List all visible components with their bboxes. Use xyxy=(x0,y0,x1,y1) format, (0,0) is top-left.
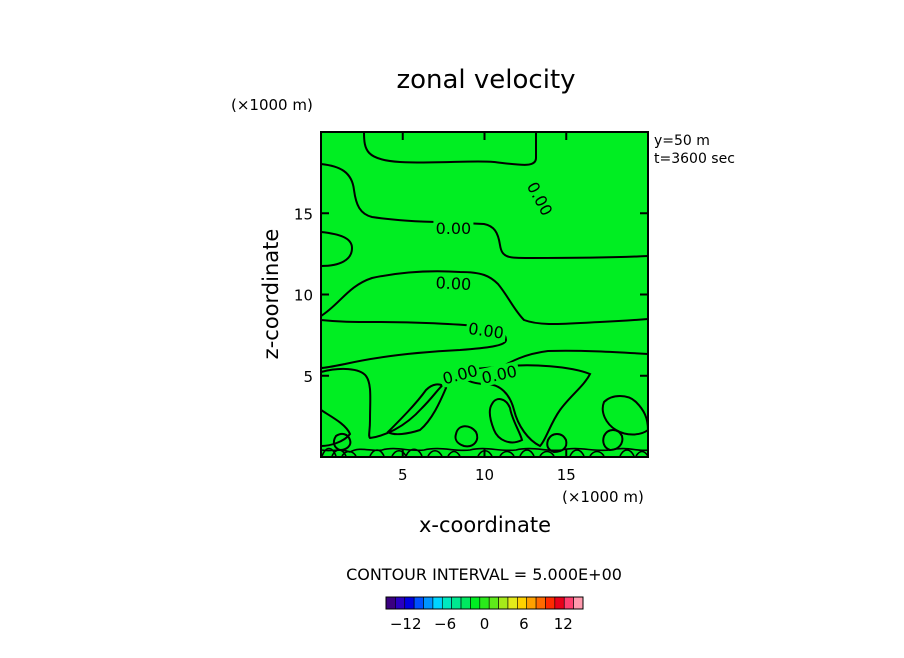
y-ticks: 5 10 15 xyxy=(294,205,648,386)
annotation-t: t=3600 sec xyxy=(654,151,735,167)
colorbar-swatch xyxy=(460,596,471,610)
contour-label-bg xyxy=(433,218,474,237)
bottom-eddies xyxy=(321,447,649,457)
colorbar-tick-label: 12 xyxy=(554,615,573,633)
contour-line xyxy=(320,163,649,259)
contour-interval: CONTOUR INTERVAL = 5.000E+00 xyxy=(346,565,622,584)
x-tick-label: 5 xyxy=(398,466,408,484)
colorbar-swatch xyxy=(554,596,565,610)
contour-label: 0.00 xyxy=(435,273,472,294)
colorbar-swatch xyxy=(563,596,574,610)
colorbar-swatch xyxy=(488,596,499,610)
y-tick-label: 10 xyxy=(294,287,313,305)
contour-line xyxy=(321,447,649,453)
annotation-y: y=50 m xyxy=(654,133,710,149)
y-unit-label: (×1000 m) xyxy=(231,96,313,114)
x-tick-label: 10 xyxy=(475,466,494,484)
y-tick-label: 5 xyxy=(303,368,313,386)
chart-title: zonal velocity xyxy=(396,65,575,95)
colorbar-swatch xyxy=(395,596,406,610)
contour-label-bg xyxy=(465,318,508,342)
colorbar-swatch xyxy=(535,596,546,610)
contour-line xyxy=(363,131,537,166)
colorbar-tick-label: 0 xyxy=(480,615,490,633)
colorbar-tick-label: −12 xyxy=(390,615,422,633)
colorbar-swatch xyxy=(545,596,556,610)
contour-labels: 0.000.000.000.000.00 0.00 xyxy=(432,176,558,388)
y-axis-label: z-coordinate xyxy=(259,229,283,360)
x-ticks: 5 10 15 xyxy=(398,132,576,484)
contour-line xyxy=(320,349,649,440)
contour-line xyxy=(320,409,352,447)
x-unit-label: (×1000 m) xyxy=(562,488,644,506)
contour-line xyxy=(488,398,524,444)
colorbar-swatch xyxy=(507,596,518,610)
colorbar-swatch xyxy=(573,596,584,610)
colorbar-swatch xyxy=(441,596,452,610)
contour-label: 0.00 xyxy=(467,319,505,343)
colorbar-swatch xyxy=(470,596,481,610)
contour-line xyxy=(454,425,479,448)
colorbar-swatch xyxy=(385,596,396,610)
contour-line xyxy=(332,432,352,452)
contour-label-bg xyxy=(522,176,558,221)
x-tick-label: 15 xyxy=(557,466,576,484)
colorbar: −12 −6 0 6 12 xyxy=(385,596,584,633)
colorbar-tick-label: 6 xyxy=(519,615,529,633)
colorbar-swatch xyxy=(413,596,424,610)
colorbar-swatch xyxy=(404,596,415,610)
colorbar-swatch xyxy=(479,596,490,610)
contour-label: 0.00 xyxy=(436,219,472,238)
y-tick-label: 15 xyxy=(294,205,313,223)
colorbar-swatch xyxy=(498,596,509,610)
contour-label-bg xyxy=(438,360,482,388)
colorbar-frame xyxy=(385,596,584,610)
contour-label-bg xyxy=(432,273,474,294)
contour-line xyxy=(320,319,508,369)
colorbar-swatch xyxy=(423,596,434,610)
colorbar-swatch xyxy=(526,596,537,610)
contour-line xyxy=(320,270,649,325)
colorbar-swatch xyxy=(451,596,462,610)
colorbar-swatch xyxy=(432,596,443,610)
contour-line xyxy=(320,231,354,267)
contour-line xyxy=(602,429,624,452)
contour-line xyxy=(386,383,448,436)
x-axis-label: x-coordinate xyxy=(419,513,551,537)
contour-label-bg xyxy=(477,361,521,388)
colorbar-tick-label: −6 xyxy=(434,615,456,633)
plot-fill xyxy=(321,132,648,457)
colorbar-swatch xyxy=(517,596,528,610)
